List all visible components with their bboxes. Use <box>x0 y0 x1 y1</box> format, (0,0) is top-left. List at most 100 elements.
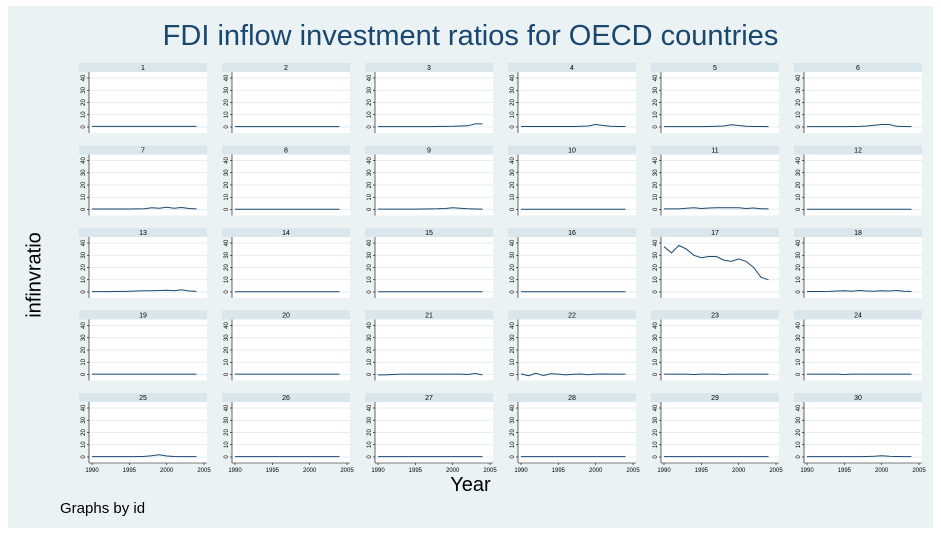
y-tick-label: 0 <box>653 125 659 129</box>
y-tick-label: 0 <box>81 290 87 294</box>
y-tick-label: 40 <box>81 74 87 81</box>
y-tick-label: 40 <box>796 404 802 411</box>
y-tick-label: 30 <box>224 86 230 93</box>
y-tick-label: 0 <box>653 372 659 376</box>
x-tick-label: 1995 <box>838 468 852 474</box>
y-tick-label: 10 <box>796 358 802 365</box>
panel-title: 8 <box>284 148 288 155</box>
y-tick-label: 0 <box>510 125 516 129</box>
y-tick-label: 0 <box>367 125 373 129</box>
y-tick-label: 40 <box>510 404 516 411</box>
y-tick-label: 10 <box>510 111 516 118</box>
y-tick-label: 40 <box>796 157 802 164</box>
panel-strip <box>508 228 636 237</box>
y-tick-label: 30 <box>510 251 516 258</box>
x-tick-label: 1990 <box>800 468 814 474</box>
panel-strip <box>794 393 922 402</box>
y-tick-label: 40 <box>653 74 659 81</box>
panel-strip <box>365 393 493 402</box>
y-tick-label: 40 <box>653 404 659 411</box>
y-tick-label: 10 <box>367 193 373 200</box>
y-tick-label: 10 <box>653 111 659 118</box>
panel-strip <box>508 63 636 72</box>
panel-22: 22 0 10 20 30 40 <box>508 310 636 381</box>
y-tick-label: 20 <box>510 99 516 106</box>
y-tick-label: 40 <box>653 322 659 329</box>
y-tick-label: 0 <box>81 125 87 129</box>
panel-strip <box>222 145 350 155</box>
y-tick-label: 30 <box>224 169 230 176</box>
y-tick-label: 40 <box>367 404 373 411</box>
y-tick-label: 30 <box>367 169 373 176</box>
y-tick-label: 10 <box>367 111 373 118</box>
y-tick-label: 10 <box>81 358 87 365</box>
y-tick-label: 10 <box>81 193 87 200</box>
y-tick-label: 20 <box>510 346 516 353</box>
y-tick-label: 0 <box>796 290 802 294</box>
y-tick-label: 40 <box>796 74 802 81</box>
y-tick-label: 40 <box>367 239 373 246</box>
y-tick-label: 10 <box>796 441 802 448</box>
y-tick-label: 20 <box>367 346 373 353</box>
series-line-30 <box>807 455 912 458</box>
panel-title: 24 <box>854 313 862 320</box>
y-tick-label: 40 <box>653 157 659 164</box>
panel-29: 29 0 10 20 30 40 1990 1995 2000 2005 <box>651 393 783 474</box>
series-line-11 <box>664 207 769 210</box>
panel-strip <box>508 310 636 320</box>
y-tick-label: 40 <box>81 404 87 411</box>
y-tick-label: 10 <box>510 441 516 448</box>
panel-strip <box>794 228 922 237</box>
y-tick-label: 10 <box>224 276 230 283</box>
x-tick-label: 1990 <box>657 468 671 474</box>
y-tick-label: 0 <box>81 372 87 376</box>
y-tick-label: 30 <box>653 251 659 258</box>
panel-13: 13 0 10 20 30 40 <box>79 228 207 298</box>
x-tick-label: 1995 <box>409 468 423 474</box>
panel-strip <box>508 145 636 155</box>
panel-6: 6 0 10 20 30 40 <box>794 63 922 133</box>
x-tick-label: 2000 <box>732 468 746 474</box>
y-tick-label: 30 <box>796 86 802 93</box>
series-line-5 <box>664 124 769 128</box>
y-tick-label: 30 <box>81 416 87 423</box>
x-tick-label: 2000 <box>875 468 889 474</box>
y-tick-label: 0 <box>224 455 230 459</box>
panel-strip <box>651 228 779 237</box>
series-line-6 <box>807 124 912 128</box>
y-tick-label: 10 <box>367 276 373 283</box>
panel-5: 5 0 10 20 30 40 <box>651 63 779 133</box>
y-tick-label: 30 <box>653 86 659 93</box>
y-tick-label: 20 <box>796 429 802 436</box>
panel-26: 26 0 10 20 30 40 1990 1995 2000 2005 <box>222 393 354 474</box>
x-tick-label: 2000 <box>446 468 460 474</box>
y-tick-label: 10 <box>224 358 230 365</box>
series-line-22 <box>520 372 626 377</box>
panel-8: 8 0 10 20 30 40 <box>222 145 350 216</box>
panel-strip <box>651 63 779 72</box>
panel-16: 16 0 10 20 30 40 <box>508 228 636 298</box>
y-tick-label: 40 <box>224 239 230 246</box>
y-tick-label: 20 <box>653 346 659 353</box>
y-tick-label: 40 <box>224 404 230 411</box>
y-tick-label: 0 <box>367 455 373 459</box>
panel-strip <box>79 310 207 320</box>
panel-9: 9 0 10 20 30 40 <box>365 145 493 216</box>
panel-strip <box>365 228 493 237</box>
y-tick-label: 10 <box>224 193 230 200</box>
panel-title: 16 <box>568 230 576 237</box>
graphs-by-note: Graphs by id <box>60 500 146 517</box>
y-tick-label: 30 <box>224 416 230 423</box>
x-tick-label: 1995 <box>695 468 709 474</box>
panel-24: 24 0 10 20 30 40 <box>794 310 922 381</box>
y-tick-label: 20 <box>224 99 230 106</box>
panel-17: 17 0 10 20 30 40 <box>651 228 779 298</box>
y-tick-label: 10 <box>653 276 659 283</box>
panel-strip <box>79 228 207 237</box>
panel-title: 20 <box>282 313 290 320</box>
panel-title: 26 <box>282 395 290 402</box>
y-tick-label: 40 <box>796 239 802 246</box>
x-tick-label: 2005 <box>912 468 926 474</box>
panel-title: 29 <box>711 395 719 402</box>
